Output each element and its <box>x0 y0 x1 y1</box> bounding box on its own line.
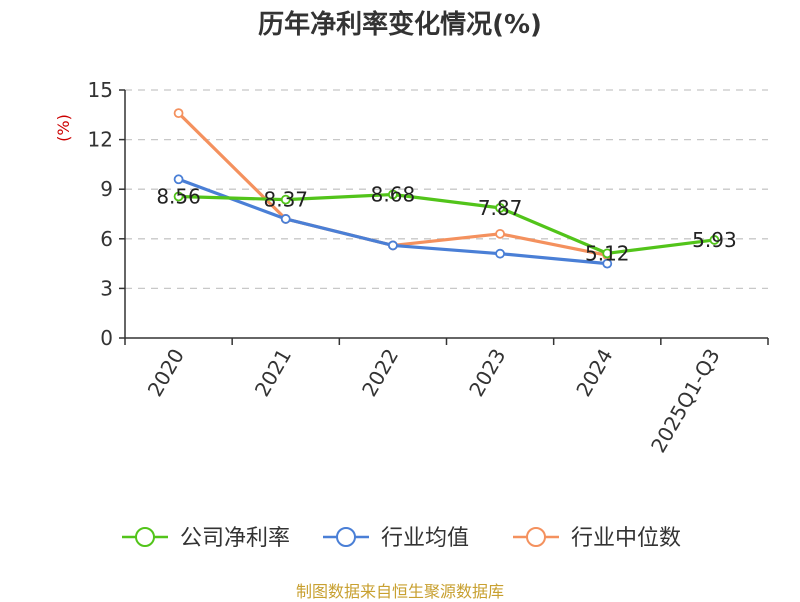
data-label: 5.93 <box>692 228 737 252</box>
series-point-0 <box>602 248 613 259</box>
series-point-2 <box>495 228 505 239</box>
series-point-1 <box>495 248 505 259</box>
x-tick-label: 2022 <box>357 345 403 401</box>
series-point-1 <box>388 240 398 251</box>
series-point-1 <box>173 174 184 185</box>
legend-marker <box>526 527 546 547</box>
series-point-0 <box>173 191 184 202</box>
y-tick-label: 9 <box>100 177 113 201</box>
x-tick-label: 2020 <box>143 345 189 401</box>
data-label: 8.56 <box>156 184 201 208</box>
legend-marker <box>336 527 356 547</box>
data-label: 5.12 <box>585 241 630 265</box>
chart-title: 历年净利率变化情况(%) <box>258 10 542 40</box>
series-point-0 <box>280 194 291 205</box>
y-axis-label: (%) <box>54 114 73 142</box>
data-label: 8.37 <box>263 188 308 212</box>
series-point-2 <box>173 108 184 119</box>
series-point-1 <box>602 258 613 269</box>
x-tick-label: 2023 <box>464 345 510 401</box>
x-tick-label: 2024 <box>571 345 617 401</box>
legend-marker <box>135 527 155 547</box>
data-label: 7.87 <box>478 196 523 220</box>
legend-label: 行业中位数 <box>571 526 681 551</box>
x-tick-label: 2021 <box>250 345 296 401</box>
legend-label: 公司净利率 <box>180 526 290 551</box>
y-tick-label: 0 <box>100 326 113 350</box>
y-tick-label: 12 <box>88 128 113 152</box>
series-point-0 <box>709 235 720 245</box>
series-point-0 <box>495 202 505 213</box>
data-label: 8.68 <box>371 182 416 206</box>
series-point-1 <box>280 214 291 224</box>
y-tick-label: 6 <box>100 227 113 251</box>
source-note: 制图数据来自恒生聚源数据库 <box>295 582 504 601</box>
y-tick-label: 3 <box>100 276 113 300</box>
y-tick-label: 15 <box>88 78 113 102</box>
series-point-0 <box>388 189 398 200</box>
legend-label: 行业均值 <box>381 526 469 551</box>
series-line-0 <box>178 192 715 255</box>
x-tick-label: 2025Q1-Q3 <box>646 345 725 457</box>
